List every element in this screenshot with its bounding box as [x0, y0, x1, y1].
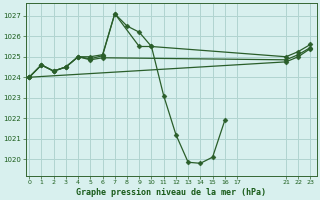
X-axis label: Graphe pression niveau de la mer (hPa): Graphe pression niveau de la mer (hPa)	[76, 188, 266, 197]
